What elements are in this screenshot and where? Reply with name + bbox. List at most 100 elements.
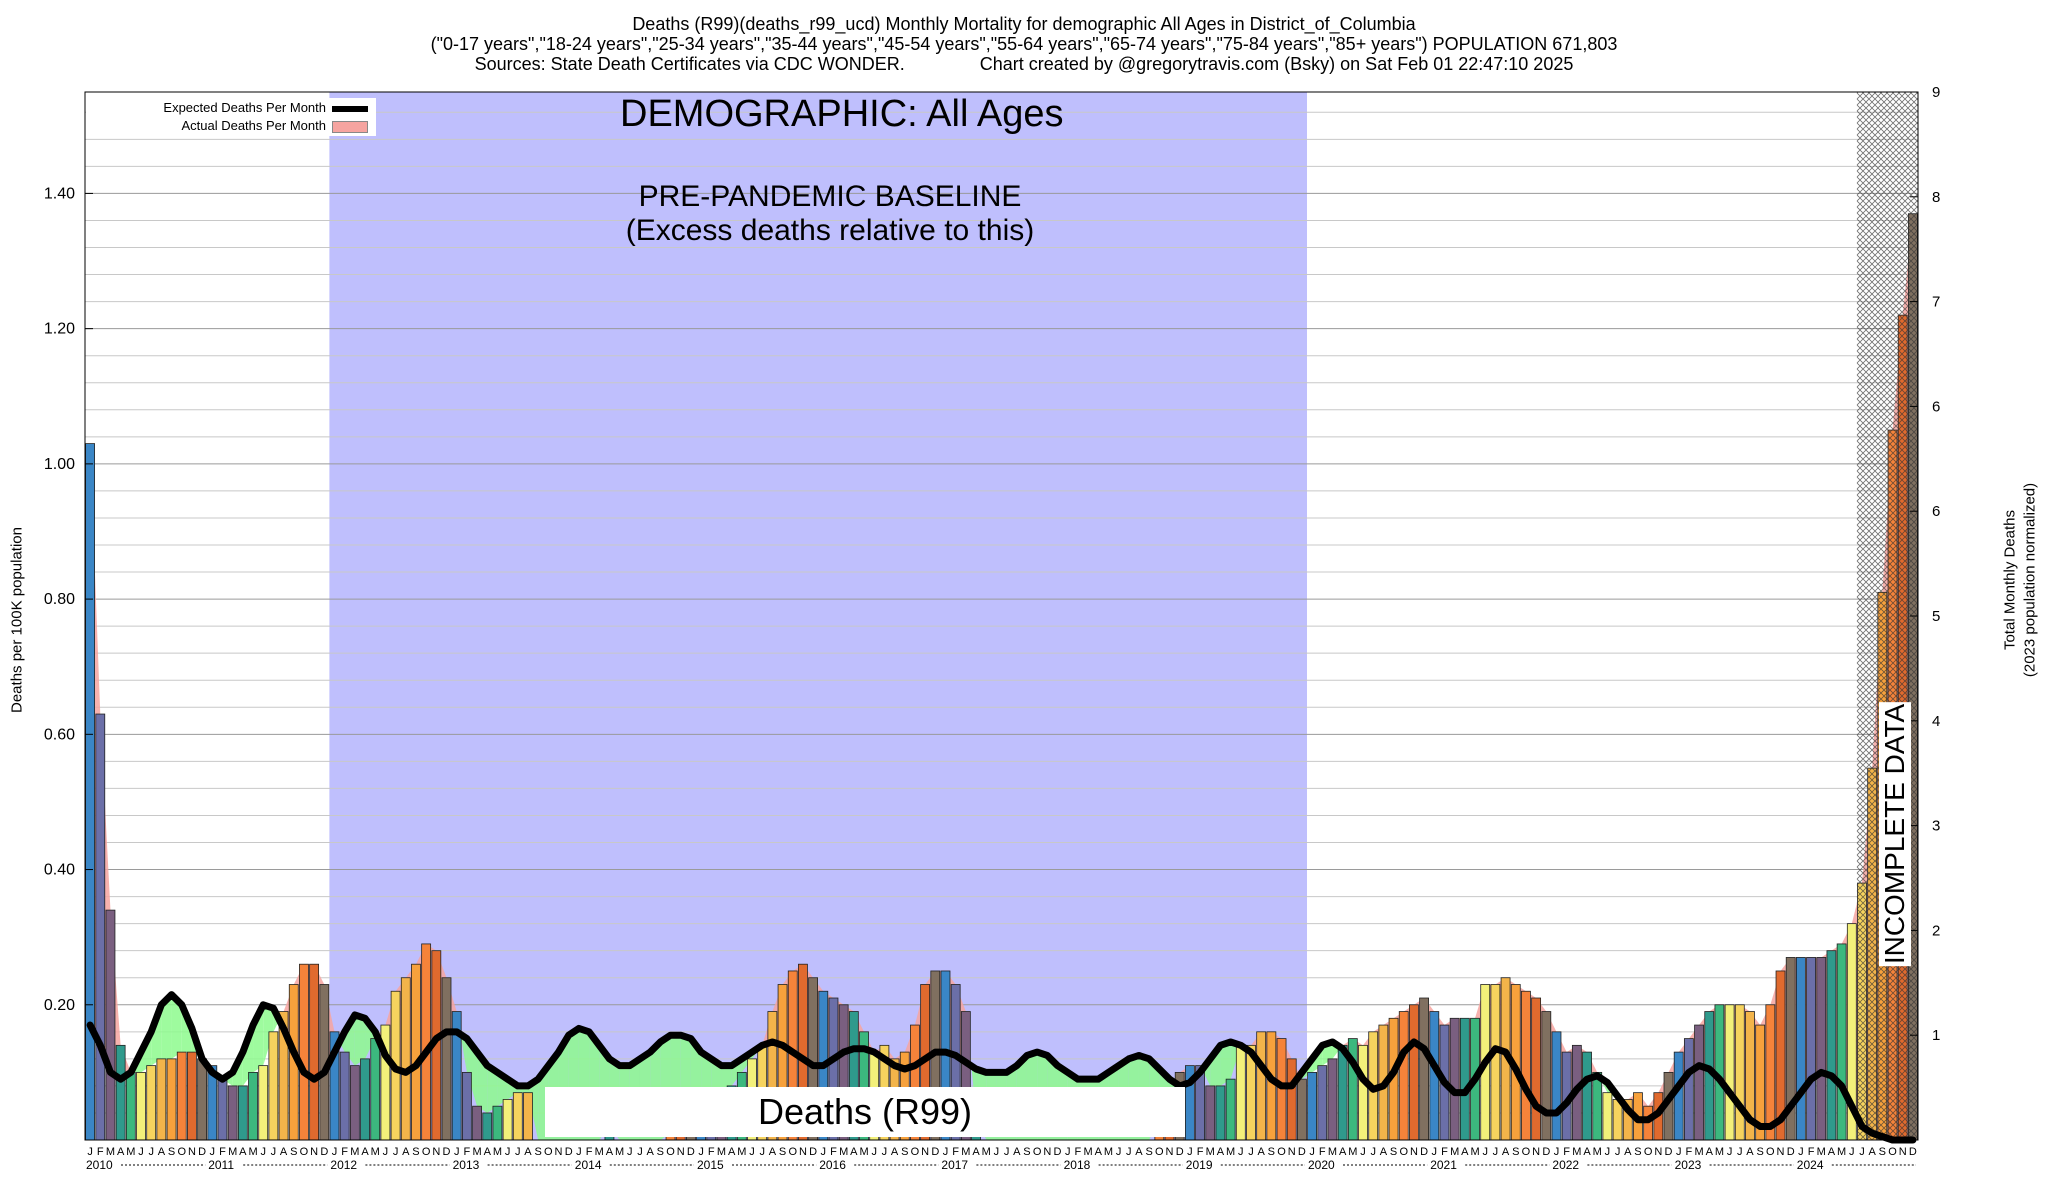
- month-tick-label: D: [1420, 1146, 1428, 1158]
- month-tick-label: M: [1206, 1146, 1215, 1158]
- month-tick-label: M: [106, 1146, 115, 1158]
- month-tick-label: J: [1116, 1146, 1122, 1158]
- y2-tick-label: 6: [1932, 503, 1940, 520]
- bar: [400, 977, 411, 1141]
- month-tick-label: N: [188, 1146, 196, 1158]
- month-tick-label: O: [1522, 1146, 1531, 1158]
- month-tick-label: A: [972, 1146, 980, 1158]
- month-tick-label: A: [1746, 1146, 1754, 1158]
- month-tick-label: A: [1380, 1146, 1388, 1158]
- month-tick-label: J: [1554, 1146, 1560, 1158]
- bar: [1307, 1071, 1317, 1141]
- bar: [1225, 1078, 1236, 1141]
- month-tick-label: J: [627, 1146, 633, 1158]
- axes: [84, 91, 1919, 1166]
- month-tick-label: F: [1319, 1146, 1326, 1158]
- year-tick-label: 2013: [453, 1158, 480, 1172]
- month-tick-label: J: [1727, 1146, 1733, 1158]
- y-tick-label: 0.80: [44, 591, 75, 608]
- month-tick-label: F: [830, 1146, 837, 1158]
- month-tick-label: S: [1390, 1146, 1397, 1158]
- bar: [1398, 1011, 1409, 1141]
- year-tick-label: 2014: [575, 1158, 602, 1172]
- chart-title: Deaths (R99)(deaths_r99_ucd) Monthly Mor…: [632, 14, 1416, 34]
- month-tick-label: S: [1145, 1146, 1152, 1158]
- y2-axis-sublabel: (2023 population normalized): [2021, 482, 2039, 678]
- bar: [512, 1092, 523, 1141]
- difference-area: [1599, 1077, 1608, 1093]
- y2-tick-label: 8: [1932, 189, 1940, 206]
- month-tick-label: J: [1126, 1146, 1132, 1158]
- bar: [176, 1051, 187, 1141]
- bar: [370, 1038, 381, 1141]
- month-tick-label: J: [1849, 1146, 1855, 1158]
- y2-tick-label: 4: [1932, 713, 1940, 730]
- bar: [197, 1058, 208, 1141]
- bar: [187, 1051, 197, 1141]
- month-tick-label: M: [839, 1146, 848, 1158]
- month-tick-label: N: [799, 1146, 807, 1158]
- month-tick-label: O: [1766, 1146, 1775, 1158]
- demographic-label: DEMOGRAPHIC: All Ages: [620, 93, 1064, 135]
- month-tick-label: F: [1563, 1146, 1570, 1158]
- month-tick-label: J: [1309, 1146, 1315, 1158]
- month-tick-label: N: [1288, 1146, 1296, 1158]
- month-tick-label: A: [1339, 1146, 1347, 1158]
- month-tick-label: N: [921, 1146, 929, 1158]
- month-tick-label: J: [749, 1146, 755, 1158]
- month-tick-label: J: [1615, 1146, 1621, 1158]
- bar: [125, 1071, 136, 1141]
- month-tick-label: J: [505, 1146, 511, 1158]
- month-tick-label: J: [1248, 1146, 1254, 1158]
- year-tick-label: 2020: [1308, 1158, 1335, 1172]
- month-tick-label: M: [961, 1146, 970, 1158]
- month-tick-label: S: [1023, 1146, 1030, 1158]
- month-tick-label: A: [1217, 1146, 1225, 1158]
- bar: [166, 1058, 177, 1141]
- month-tick-label: M: [1817, 1146, 1826, 1158]
- month-tick-label: F: [1441, 1146, 1448, 1158]
- month-tick-label: M: [1715, 1146, 1724, 1158]
- month-tick-label: J: [1737, 1146, 1743, 1158]
- month-tick-label: O: [788, 1146, 797, 1158]
- month-tick-label: O: [911, 1146, 920, 1158]
- month-tick-label: D: [931, 1146, 939, 1158]
- month-tick-label: D: [565, 1146, 573, 1158]
- month-tick-label: O: [1155, 1146, 1164, 1158]
- bar: [95, 713, 106, 1141]
- month-tick-label: N: [1166, 1146, 1174, 1158]
- year-tick-label: 2011: [208, 1158, 234, 1172]
- bar: [1806, 957, 1816, 1141]
- month-tick-label: N: [677, 1146, 685, 1158]
- month-tick-label: F: [708, 1146, 715, 1158]
- month-tick-label: O: [177, 1146, 186, 1158]
- bar: [258, 1065, 269, 1141]
- month-tick-label: J: [87, 1146, 93, 1158]
- month-tick-label: O: [666, 1146, 675, 1158]
- month-tick-label: M: [859, 1146, 868, 1158]
- baseline-subtitle: (Excess deaths relative to this): [625, 214, 1035, 247]
- bar: [472, 1105, 482, 1141]
- month-tick-label: O: [544, 1146, 553, 1158]
- month-tick-label: A: [891, 1146, 899, 1158]
- y2-tick-label: 7: [1932, 294, 1940, 311]
- bar: [1449, 1017, 1460, 1141]
- y-tick-label: 1.40: [44, 185, 75, 202]
- month-tick-label: J: [1004, 1146, 1010, 1158]
- month-tick-label: M: [1694, 1146, 1703, 1158]
- month-tick-label: J: [871, 1146, 877, 1158]
- bar: [1419, 997, 1430, 1141]
- month-tick-label: D: [1665, 1146, 1673, 1158]
- y-tick-label: 0.60: [44, 726, 75, 743]
- month-tick-label: M: [1226, 1146, 1235, 1158]
- difference-area: [466, 1038, 478, 1107]
- incomplete-hatch-layer: [1856, 92, 1918, 1140]
- month-tick-label: A: [1828, 1146, 1836, 1158]
- month-tick-label: D: [1542, 1146, 1550, 1158]
- year-tick-label: 2016: [819, 1158, 846, 1172]
- difference-area: [460, 1034, 467, 1073]
- bar: [421, 943, 432, 1141]
- baseline-title: PRE-PANDEMIC BASELINE: [638, 180, 1022, 213]
- year-tick-label: 2015: [697, 1158, 724, 1172]
